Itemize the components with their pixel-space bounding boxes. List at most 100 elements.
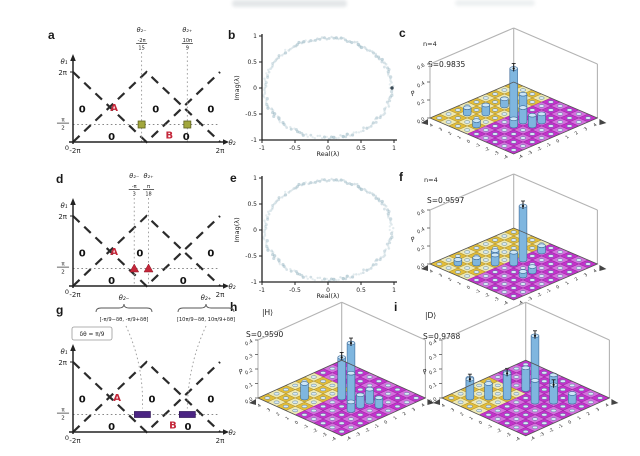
svg-text:θ₂₋: θ₂₋ (129, 172, 139, 180)
svg-text:0: 0 (79, 248, 86, 259)
svg-text:[10π/9−δθ, 10π/9+δθ]: [10π/9−δθ, 10π/9+δθ] (177, 317, 235, 323)
svg-text:θ₂: θ₂ (228, 429, 235, 437)
svg-text:-1: -1 (557, 423, 565, 431)
svg-text:-3: -3 (354, 431, 362, 439)
svg-text:0.2: 0.2 (428, 367, 438, 376)
svg-text:0: 0 (152, 104, 159, 115)
svg-text:-2π: -2π (138, 38, 146, 44)
panel-e-eigenvalue-plot: -1 -0.5 0 0.5 1 -1 -0.5 0 0.5 1 Real(λ) Imag(λ) (233, 175, 397, 300)
svg-text:2: 2 (61, 126, 65, 132)
svg-text:-2: -2 (312, 427, 320, 435)
panel-f-letter: f (399, 170, 403, 184)
svg-text:0.2: 0.2 (416, 98, 426, 107)
svg-text:-1: -1 (251, 137, 257, 144)
svg-text:0: 0 (383, 419, 389, 425)
svg-text:1: 1 (576, 415, 582, 421)
svg-text:-3: -3 (321, 432, 329, 440)
svg-text:2: 2 (459, 411, 465, 417)
svg-text:-4: -4 (345, 435, 353, 443)
svg-text:0: 0 (207, 104, 214, 115)
svg-text:0.0: 0.0 (244, 396, 254, 405)
svg-text:2π: 2π (216, 437, 225, 445)
svg-text:0.2: 0.2 (416, 244, 426, 253)
svg-text:3: 3 (595, 407, 601, 413)
svg-text:0.5: 0.5 (356, 145, 366, 152)
svg-text:0: 0 (65, 288, 69, 296)
svg-text:1: 1 (456, 280, 462, 286)
svg-text:-1: -1 (474, 288, 482, 296)
svg-text:-1: -1 (302, 423, 310, 431)
svg-text:-1: -1 (474, 142, 482, 150)
panel-b-letter: b (228, 28, 236, 42)
svg-text:P: P (409, 89, 416, 98)
panel-h-letter: h (230, 300, 238, 314)
svg-text:0: 0 (466, 284, 472, 290)
svg-text:1: 1 (284, 415, 290, 421)
svg-text:3: 3 (450, 407, 456, 413)
svg-text:4: 4 (592, 268, 598, 274)
svg-text:10π: 10π (183, 38, 192, 44)
svg-text:P: P (237, 367, 244, 376)
svg-text:θ₂₋: θ₂₋ (119, 294, 130, 302)
svg-text:0: 0 (555, 138, 561, 144)
cropped-content-artifact (232, 0, 347, 7)
panel-e-letter: e (230, 171, 237, 185)
svg-text:3: 3 (438, 126, 444, 132)
svg-text:2: 2 (574, 130, 580, 136)
svg-text:0: 0 (207, 248, 214, 259)
svg-text:0: 0 (136, 248, 143, 259)
svg-text:-0.5: -0.5 (289, 287, 301, 294)
svg-text:-4: -4 (502, 300, 510, 308)
svg-text:0: 0 (253, 85, 257, 92)
panel-h-state-label: |H⟩ (262, 308, 274, 317)
svg-text:1: 1 (392, 287, 396, 294)
svg-text:-3: -3 (538, 431, 546, 439)
panel-i-letter: i (394, 300, 398, 314)
svg-text:0.6: 0.6 (416, 208, 426, 217)
panel-h-fidelity-label: S=0.9590 (246, 330, 284, 339)
svg-text:0.1: 0.1 (428, 382, 438, 391)
svg-text:B: B (165, 131, 173, 142)
svg-text:0.4: 0.4 (416, 80, 426, 89)
svg-text:Imag(λ): Imag(λ) (233, 217, 241, 242)
svg-text:0.5: 0.5 (247, 59, 257, 66)
svg-text:0: 0 (478, 420, 484, 426)
svg-text:3: 3 (583, 272, 589, 278)
svg-text:2: 2 (61, 416, 65, 422)
panel-c-letter: c (399, 26, 406, 40)
panel-f-n-label: n=4 (424, 176, 438, 184)
svg-text:-1: -1 (373, 423, 381, 431)
svg-text:-1: -1 (486, 423, 494, 431)
svg-text:2π: 2π (58, 213, 67, 221)
svg-text:P: P (421, 367, 428, 376)
svg-text:0: 0 (79, 394, 86, 405)
svg-text:-4: -4 (517, 299, 525, 307)
svg-text:-2: -2 (536, 291, 544, 299)
svg-text:[-π/9−δθ, -π/9+δθ]: [-π/9−δθ, -π/9+δθ] (100, 317, 149, 323)
svg-text:0: 0 (65, 434, 69, 442)
svg-text:2π: 2π (216, 291, 225, 299)
svg-text:4: 4 (428, 122, 434, 128)
svg-text:2: 2 (61, 270, 65, 276)
svg-text:θ₁: θ₁ (60, 58, 67, 66)
svg-text:A: A (110, 103, 118, 114)
svg-text:2π: 2π (216, 147, 225, 155)
svg-text:0.6: 0.6 (416, 62, 426, 71)
svg-text:-2: -2 (484, 292, 492, 300)
svg-text:π: π (61, 408, 65, 414)
svg-text:A: A (110, 247, 118, 258)
svg-text:π: π (147, 184, 150, 190)
panel-i-fidelity-label: S=0.9788 (423, 332, 461, 341)
svg-text:0: 0 (183, 132, 190, 143)
svg-text:1: 1 (253, 33, 257, 40)
svg-text:18: 18 (145, 192, 151, 198)
svg-text:0.4: 0.4 (428, 338, 438, 347)
svg-text:-3: -3 (493, 150, 501, 158)
svg-text:1: 1 (468, 415, 474, 421)
svg-text:9: 9 (186, 46, 189, 52)
